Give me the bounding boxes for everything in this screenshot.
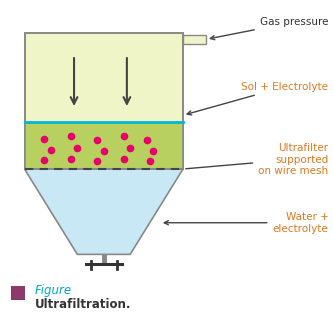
- Text: Gas pressure: Gas pressure: [210, 17, 328, 40]
- Text: Figure: Figure: [34, 284, 72, 297]
- Text: Water +
electrolyte: Water + electrolyte: [164, 212, 328, 234]
- Bar: [183, 34, 206, 44]
- Bar: [11, 286, 25, 300]
- Text: Sol + Electrolyte: Sol + Electrolyte: [187, 82, 328, 115]
- Polygon shape: [25, 169, 183, 254]
- Bar: [25, 33, 183, 169]
- Text: Ultrafiltration.: Ultrafiltration.: [34, 299, 131, 311]
- Text: Ultrafilter
supported
on wire mesh: Ultrafilter supported on wire mesh: [186, 143, 328, 176]
- Bar: [25, 33, 183, 169]
- Bar: [25, 122, 183, 169]
